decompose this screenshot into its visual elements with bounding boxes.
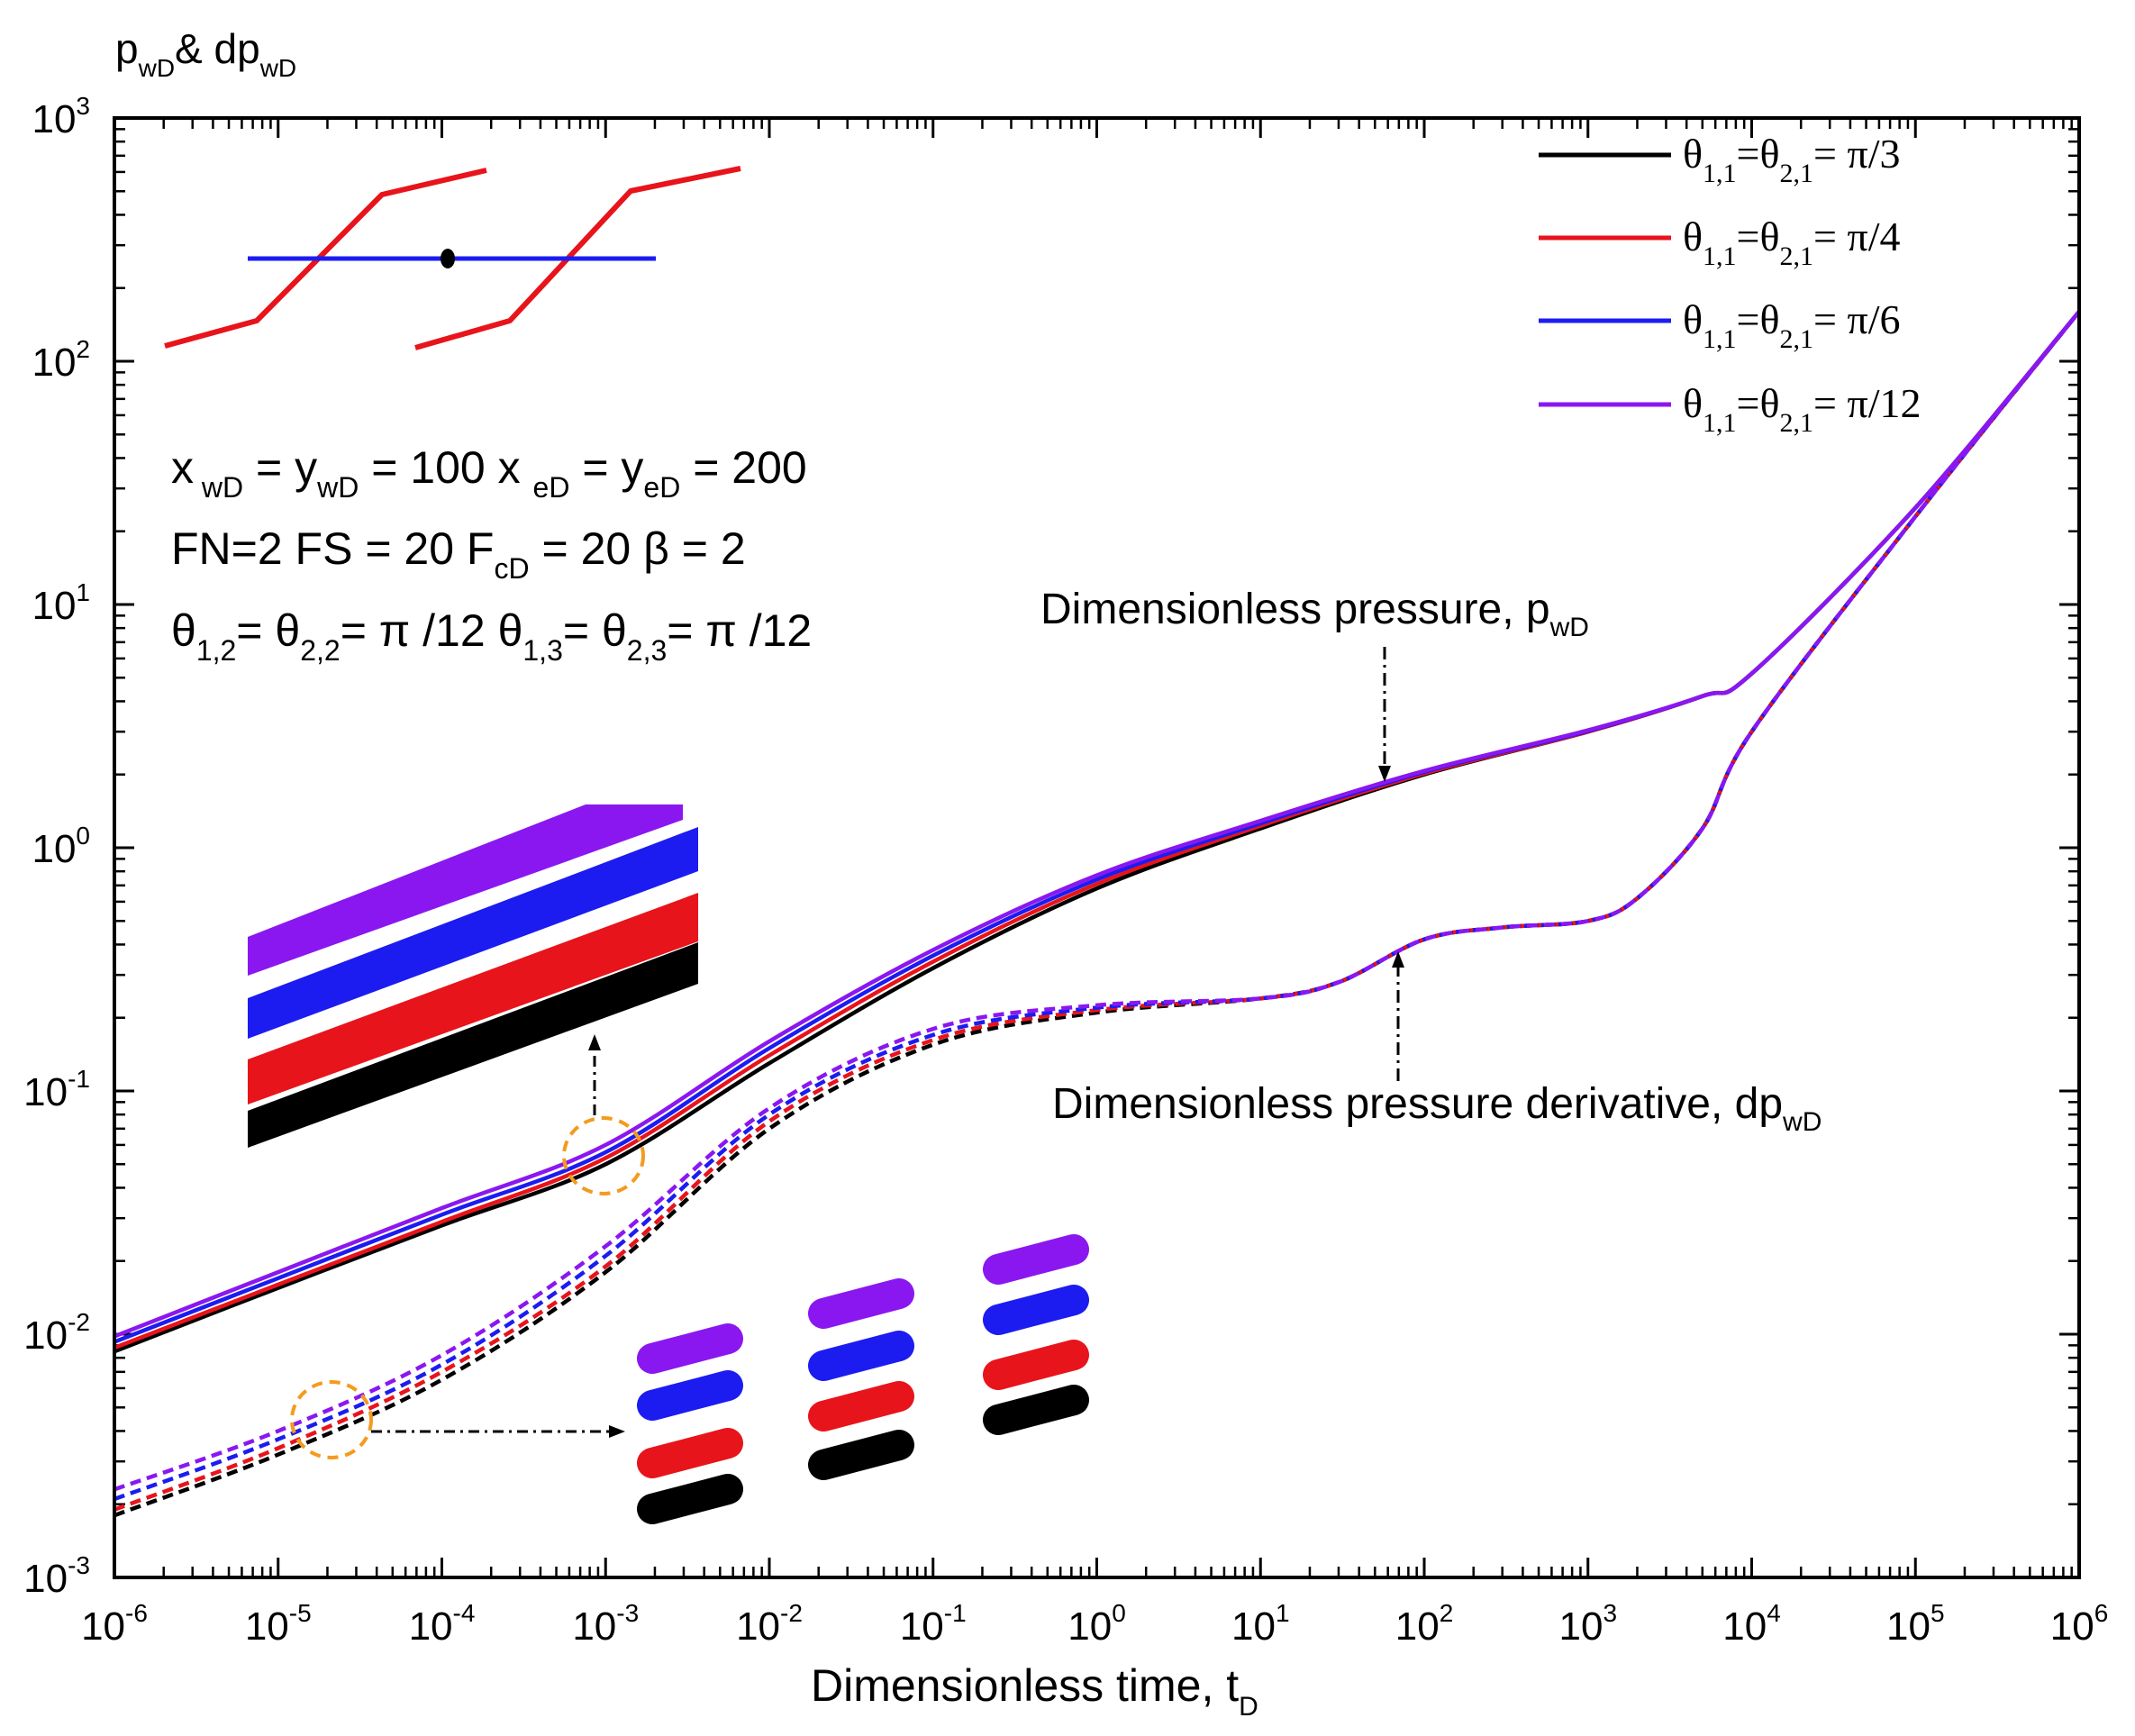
x-tick-label: 10-2 xyxy=(736,1599,803,1649)
y-tick-label: 102 xyxy=(32,335,90,385)
zoom-circle-derivative xyxy=(290,1380,373,1459)
param-line-3: θ1,2​= θ2,2​= π /12 θ1,3​= θ2,3​= π /12 xyxy=(171,605,812,667)
x-tick-label: 105 xyxy=(1886,1599,1945,1649)
y-tick-label: 10-2 xyxy=(23,1308,90,1358)
x-tick-label: 10-6 xyxy=(81,1599,148,1649)
x-axis-title: Dimensionless time, tD xyxy=(811,1660,1258,1722)
pill-3-3 xyxy=(983,1340,1089,1390)
legend-label-3: θ1,1=θ2,1= π/6 xyxy=(1683,296,1900,354)
x-tick-label: 10-4 xyxy=(409,1599,476,1649)
annotations: Dimensionless pressure, pwD​ Dimensionle… xyxy=(1040,586,1822,1137)
legend-label-1: θ1,1=θ2,1= π/3 xyxy=(1683,131,1900,188)
well-point xyxy=(441,249,455,268)
curves xyxy=(114,310,2079,1518)
pill-3-4 xyxy=(983,1385,1089,1435)
pressure-arrow-head xyxy=(1378,766,1391,782)
x-tick-label: 104 xyxy=(1722,1599,1781,1649)
legend: θ1,1=θ2,1= π/3 θ1,1=θ2,1= π/4 θ1,1=θ2,1= π… xyxy=(1539,131,1921,438)
pressure-annotation: Dimensionless pressure, pwD​ xyxy=(1040,586,1589,642)
inset-band-black xyxy=(248,942,698,1148)
fracture-schematic xyxy=(164,166,741,350)
legend-label-2: θ1,1=θ2,1= π/4 xyxy=(1683,214,1900,271)
param-line-1: x wD​ = ywD​ = 100 x eD​ = yeD​ = 200 xyxy=(171,442,807,504)
x-tick-label: 102 xyxy=(1395,1599,1454,1649)
zoom-arrow-derivative-head xyxy=(609,1425,625,1438)
pill-1-1 xyxy=(637,1323,743,1374)
derivative-curve-2 xyxy=(114,310,2079,1512)
derivative-curve-3 xyxy=(114,310,2079,1502)
y-tick-label: 10-1 xyxy=(23,1065,90,1114)
y-tick-label: 100 xyxy=(32,822,90,871)
x-tick-label: 10-5 xyxy=(245,1599,312,1649)
pill-2-2 xyxy=(808,1331,914,1381)
zoom-inset-derivative xyxy=(290,1234,1089,1524)
pill-3-1 xyxy=(983,1234,1089,1285)
legend-label-4: θ1,1=θ2,1= π/12 xyxy=(1683,380,1921,438)
pill-1-4 xyxy=(637,1474,743,1524)
parameter-text: x wD​ = ywD​ = 100 x eD​ = yeD​ = 200 FN=… xyxy=(171,442,812,667)
derivative-annotation: Dimensionless pressure derivative, dpwD​ xyxy=(1052,1080,1822,1137)
x-tick-label: 103 xyxy=(1558,1599,1617,1649)
x-tick-label: 106 xyxy=(2050,1599,2109,1649)
pressure-curve-4 xyxy=(114,310,2079,1339)
pill-2-4 xyxy=(808,1430,914,1480)
derivative-arrow-head xyxy=(1392,951,1404,968)
inset-band-purple xyxy=(248,804,683,976)
inset-band-blue xyxy=(248,827,698,1039)
zoom-arrow-pressure-head xyxy=(588,1034,601,1050)
pill-3-2 xyxy=(983,1285,1089,1335)
plot-frame xyxy=(113,116,2081,1579)
pill-groups xyxy=(637,1234,1089,1524)
y-axis-title: pwD& dpwD xyxy=(115,25,296,82)
zoom-circle-pressure xyxy=(562,1116,645,1195)
derivative-curve-4 xyxy=(114,310,2079,1492)
fracture-right xyxy=(414,166,741,350)
x-tick-label: 10-3 xyxy=(572,1599,639,1649)
y-tick-label: 101 xyxy=(32,578,90,628)
param-line-2: FN=2 FS = 20 FcD​ = 20 β = 2 xyxy=(171,523,746,585)
y-tick-label: 10-3 xyxy=(23,1551,90,1601)
pill-1-2 xyxy=(637,1370,743,1421)
pill-2-1 xyxy=(808,1278,914,1329)
tick-labels: 10-6 10-5 10-4 10-3 10-2 10-1 100 101 102 103 104 1… xyxy=(23,92,2108,1649)
zoom-inset-pressure xyxy=(248,804,698,1195)
x-tick-label: 101 xyxy=(1231,1599,1290,1649)
pill-2-3 xyxy=(808,1381,914,1432)
inset-band-red xyxy=(248,893,698,1104)
y-tick-label: 103 xyxy=(32,92,90,141)
x-tick-label: 10-1 xyxy=(900,1599,967,1649)
pill-1-3 xyxy=(637,1428,743,1478)
x-tick-label: 100 xyxy=(1068,1599,1126,1649)
